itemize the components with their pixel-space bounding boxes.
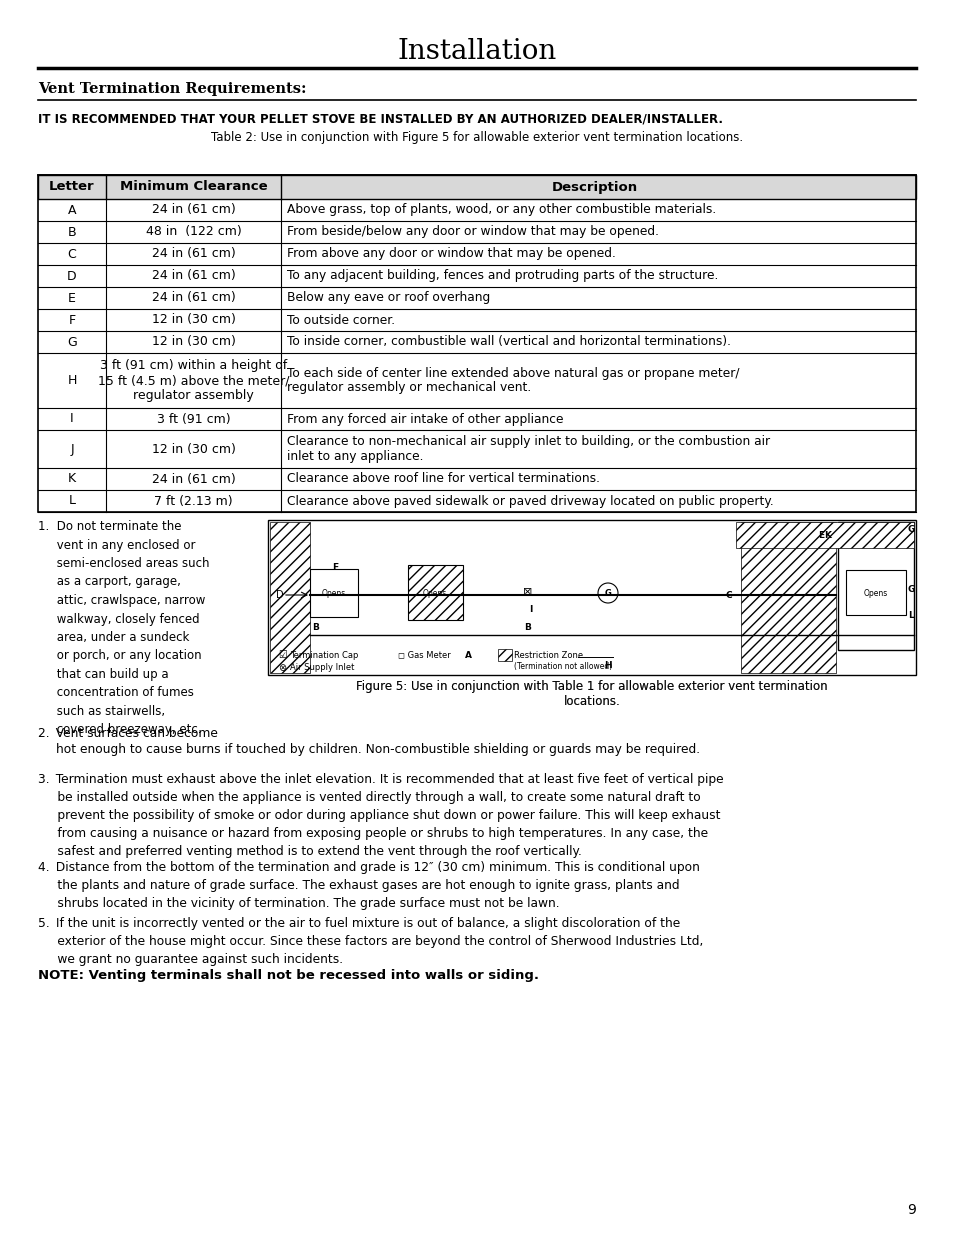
Text: C: C (68, 247, 76, 261)
Text: 3 ft (91 cm) within a height of
15 ft (4.5 m) above the meter/
regulator assembl: 3 ft (91 cm) within a height of 15 ft (4… (97, 359, 289, 403)
Text: 12 in (30 cm): 12 in (30 cm) (152, 314, 235, 326)
Circle shape (598, 583, 618, 603)
Text: Opens: Opens (863, 589, 887, 598)
Text: G: G (906, 585, 914, 594)
Text: F: F (69, 314, 75, 326)
Text: B: B (313, 624, 319, 632)
Text: 12 in (30 cm): 12 in (30 cm) (152, 442, 235, 456)
Text: ☑: ☑ (277, 650, 287, 659)
Text: From above any door or window that may be opened.: From above any door or window that may b… (287, 247, 616, 261)
Text: 3. Termination must exhaust above the inlet elevation. It is recommended that at: 3. Termination must exhaust above the in… (38, 773, 723, 858)
Text: Opens: Opens (321, 589, 346, 598)
Bar (38, 175, 915, 199)
Text: hot enough to cause burns if touched by children. Non-combustible shielding or g: hot enough to cause burns if touched by … (56, 743, 700, 756)
Text: G: G (67, 336, 77, 348)
Text: D: D (67, 269, 77, 283)
Text: I: I (71, 412, 73, 426)
Text: Termination Cap: Termination Cap (290, 651, 358, 659)
Text: ◻ Gas Meter: ◻ Gas Meter (397, 651, 450, 659)
Text: B: B (524, 622, 531, 631)
Text: 2. Vent surfaces can become: 2. Vent surfaces can become (38, 727, 217, 740)
Bar (270, 522, 310, 673)
Text: Table 2: Use in conjunction with Figure 5 for allowable exterior vent terminatio: Table 2: Use in conjunction with Figure … (211, 131, 742, 144)
Text: Installation: Installation (397, 38, 556, 65)
Text: Above grass, top of plants, wood, or any other combustible materials.: Above grass, top of plants, wood, or any… (287, 204, 716, 216)
Text: 24 in (61 cm): 24 in (61 cm) (152, 269, 235, 283)
Text: ⊗: ⊗ (277, 663, 286, 673)
Text: Clearance to non-mechanical air supply inlet to building, or the combustion air
: Clearance to non-mechanical air supply i… (287, 435, 769, 463)
Bar (837, 522, 913, 650)
Bar (38, 175, 915, 513)
Text: IT IS RECOMMENDED THAT YOUR PELLET STOVE BE INSTALLED BY AN AUTHORIZED DEALER/IN: IT IS RECOMMENDED THAT YOUR PELLET STOVE… (38, 112, 722, 126)
Text: Clearance above paved sidewalk or paved driveway located on public property.: Clearance above paved sidewalk or paved … (287, 494, 773, 508)
Text: H: H (68, 374, 76, 387)
Text: NOTE: Venting terminals shall not be recessed into walls or siding.: NOTE: Venting terminals shall not be rec… (38, 969, 538, 982)
Text: Restriction Zone: Restriction Zone (514, 651, 582, 659)
Text: L: L (907, 610, 913, 620)
Text: 3 ft (91 cm): 3 ft (91 cm) (156, 412, 230, 426)
Text: To each side of center line extended above natural gas or propane meter/
regulat: To each side of center line extended abo… (287, 367, 739, 394)
Text: Below any eave or roof overhang: Below any eave or roof overhang (287, 291, 490, 305)
Text: ⊠: ⊠ (523, 587, 532, 597)
Bar (497, 650, 512, 661)
Text: 7 ft (2.13 m): 7 ft (2.13 m) (154, 494, 233, 508)
Text: Vent Termination Requirements:: Vent Termination Requirements: (38, 82, 306, 96)
Text: 5. If the unit is incorrectly vented or the air to fuel mixture is out of balanc: 5. If the unit is incorrectly vented or … (38, 918, 702, 966)
Text: 24 in (61 cm): 24 in (61 cm) (152, 247, 235, 261)
Text: H: H (603, 661, 611, 669)
Text: I: I (529, 605, 532, 615)
Text: Clearance above roof line for vertical terminations.: Clearance above roof line for vertical t… (287, 473, 599, 485)
Text: 24 in (61 cm): 24 in (61 cm) (152, 204, 235, 216)
Text: 1.  Do not terminate the
     vent in any enclosed or
     semi-enclosed areas s: 1. Do not terminate the vent in any encl… (38, 520, 210, 736)
Text: K: K (823, 531, 831, 540)
Text: Minimum Clearance: Minimum Clearance (119, 180, 267, 194)
Text: J: J (71, 442, 73, 456)
Text: Figure 5: Use in conjunction with Table 1 for allowable exterior vent terminatio: Figure 5: Use in conjunction with Table … (355, 680, 827, 708)
Text: From any forced air intake of other appliance: From any forced air intake of other appl… (287, 412, 563, 426)
Text: 12 in (30 cm): 12 in (30 cm) (152, 336, 235, 348)
Bar (740, 522, 835, 673)
Text: G: G (604, 589, 611, 598)
Text: E: E (68, 291, 76, 305)
Text: (Termination not allowed): (Termination not allowed) (514, 662, 612, 672)
Text: L: L (69, 494, 75, 508)
Bar (268, 520, 915, 676)
Text: Letter: Letter (50, 180, 94, 194)
Bar (735, 522, 913, 548)
Text: Figure 5: Use in conjunction with Table 1 for allowable exterior vent terminatio: Figure 5: Use in conjunction with Table … (355, 680, 827, 708)
Text: From beside/below any door or window that may be opened.: From beside/below any door or window tha… (287, 226, 659, 238)
Text: G: G (906, 526, 914, 535)
Text: B: B (68, 226, 76, 238)
Text: To inside corner, combustible wall (vertical and horizontal terminations).: To inside corner, combustible wall (vert… (287, 336, 730, 348)
Text: To any adjacent building, fences and protruding parts of the structure.: To any adjacent building, fences and pro… (287, 269, 718, 283)
Bar (408, 564, 462, 620)
Bar (310, 569, 357, 618)
Text: K: K (68, 473, 76, 485)
Text: Figure 5: Use in conjunction with Table 1 for allowable exterior vent terminatio: Figure 5: Use in conjunction with Table … (355, 680, 827, 708)
Text: 4. Distance from the bottom of the termination and grade is 12″ (30 cm) minimum.: 4. Distance from the bottom of the termi… (38, 861, 700, 910)
Text: E: E (817, 531, 823, 540)
Text: Air Supply Inlet: Air Supply Inlet (290, 663, 354, 673)
Text: A: A (464, 651, 471, 659)
Text: To outside corner.: To outside corner. (287, 314, 395, 326)
Text: D: D (276, 590, 283, 600)
Text: 24 in (61 cm): 24 in (61 cm) (152, 291, 235, 305)
Text: 24 in (61 cm): 24 in (61 cm) (152, 473, 235, 485)
Bar (845, 571, 905, 615)
Text: Description: Description (552, 180, 638, 194)
Text: Opens: Opens (422, 589, 447, 598)
Text: F: F (332, 563, 337, 573)
Text: 9: 9 (906, 1203, 915, 1216)
Text: C: C (725, 590, 732, 599)
Text: 48 in  (122 cm): 48 in (122 cm) (146, 226, 241, 238)
Text: A: A (68, 204, 76, 216)
